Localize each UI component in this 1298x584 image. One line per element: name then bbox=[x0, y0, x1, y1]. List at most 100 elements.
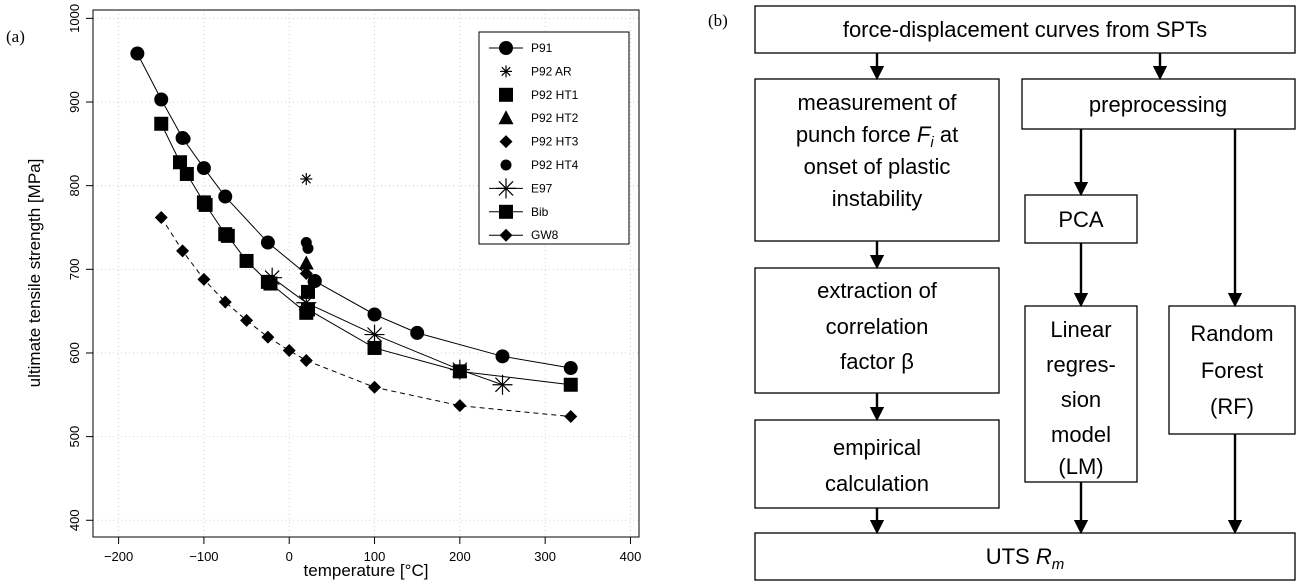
point-gw8 bbox=[197, 272, 211, 286]
point-p91 bbox=[218, 189, 233, 204]
x-tick-label: 400 bbox=[620, 549, 642, 564]
legend-marker-p92-ht4 bbox=[500, 159, 512, 171]
legend-label-bib: Bib bbox=[531, 205, 549, 219]
flow-arrows bbox=[869, 53, 1243, 535]
point-p91 bbox=[563, 361, 578, 376]
point-gw8 bbox=[218, 295, 232, 309]
point-gw8 bbox=[282, 343, 296, 357]
point-gw8 bbox=[240, 313, 254, 327]
random-line-2: Forest bbox=[1201, 358, 1263, 383]
point-bib bbox=[563, 377, 578, 392]
legend-marker-p92-ht3 bbox=[499, 135, 513, 149]
linear-line-4: model bbox=[1051, 422, 1111, 447]
data-points bbox=[130, 46, 578, 424]
y-tick-label: 1000 bbox=[67, 4, 82, 33]
box-force-displacement-text: force-displacement curves from SPTs bbox=[843, 17, 1207, 42]
box-preprocessing-text: preprocessing bbox=[1089, 92, 1227, 117]
point-e97 bbox=[492, 374, 513, 395]
point-p92-ht4 bbox=[307, 276, 319, 288]
random-line-1: Random bbox=[1190, 321, 1273, 346]
x-tick-label: 100 bbox=[364, 549, 386, 564]
legend-label-p92-ht2: P92 HT2 bbox=[531, 111, 579, 125]
legend-label-e97: E97 bbox=[531, 181, 553, 195]
legend-label-p92-ht3: P92 HT3 bbox=[531, 135, 579, 149]
legend: P91 P92 AR P92 HT1 P92 HT2 P92 HT3 P92 HT4 E97… bbox=[478, 31, 630, 245]
point-bib bbox=[300, 302, 315, 317]
plot-frame bbox=[92, 9, 640, 538]
legend-marker-p92-ar bbox=[500, 65, 512, 78]
box-preprocessing bbox=[1021, 78, 1296, 130]
method-flowchart: (b) force-displacement curves from SPTs … bbox=[708, 5, 1296, 581]
y-tick-label: 500 bbox=[67, 426, 82, 448]
legend-label-gw8: GW8 bbox=[531, 228, 559, 242]
y-tick-label: 400 bbox=[67, 509, 82, 531]
point-p92-ar bbox=[300, 172, 313, 185]
box-empirical bbox=[754, 419, 1000, 509]
point-bib bbox=[179, 166, 194, 181]
point-p91 bbox=[154, 92, 169, 107]
extraction-line-3: factor β bbox=[840, 349, 914, 374]
point-e97 bbox=[364, 324, 385, 345]
measure-line-3: onset of plastic bbox=[804, 154, 951, 179]
point-p91 bbox=[196, 161, 211, 176]
x-tick-label: 0 bbox=[286, 549, 293, 564]
x-tick-label: −200 bbox=[104, 549, 133, 564]
box-uts-text: UTS Rm bbox=[986, 544, 1065, 573]
point-gw8 bbox=[154, 210, 168, 224]
point-p92-ht2 bbox=[298, 255, 314, 270]
point-bib bbox=[220, 228, 235, 243]
point-p92-ht4 bbox=[302, 242, 314, 254]
legend-marker-e97 bbox=[496, 178, 516, 199]
grid bbox=[93, 10, 639, 537]
box-pca bbox=[1024, 194, 1138, 244]
x-tick-label: 300 bbox=[534, 549, 556, 564]
y-tick-label: 800 bbox=[67, 175, 82, 197]
x-axis-title: temperature [°C] bbox=[304, 561, 429, 580]
box-pca-text: PCA bbox=[1058, 207, 1104, 232]
y-tick-label: 900 bbox=[67, 91, 82, 113]
extraction-line-1: extraction of bbox=[817, 278, 938, 303]
point-gw8 bbox=[299, 353, 313, 367]
point-p92-ht3 bbox=[299, 267, 313, 280]
point-gw8 bbox=[564, 410, 578, 424]
point-bib bbox=[367, 340, 382, 355]
point-gw8 bbox=[261, 330, 275, 344]
box-uts bbox=[754, 532, 1296, 581]
legend-marker-p91 bbox=[499, 41, 513, 55]
legend-marker-bib bbox=[499, 204, 513, 219]
legend-label-p92-ht1: P92 HT1 bbox=[531, 88, 579, 102]
point-p92-ht4 bbox=[179, 133, 191, 145]
linear-line-5: (LM) bbox=[1058, 454, 1103, 479]
point-p92-ht1 bbox=[300, 284, 315, 299]
point-p91 bbox=[367, 307, 382, 322]
point-bib bbox=[198, 197, 213, 212]
x-tick-label: −100 bbox=[189, 549, 218, 564]
legend-label-p92-ar: P92 AR bbox=[531, 64, 572, 78]
measure-line-1: measurement of bbox=[798, 90, 958, 115]
legend-marker-p92-ht2 bbox=[498, 110, 514, 125]
y-tick-label: 700 bbox=[67, 258, 82, 280]
legend-label-p92-ht4: P92 HT4 bbox=[531, 158, 579, 172]
y-tick-label: 600 bbox=[67, 342, 82, 364]
point-p91 bbox=[260, 235, 275, 250]
box-linear-model bbox=[1024, 305, 1138, 483]
random-line-3: (RF) bbox=[1210, 394, 1254, 419]
point-gw8 bbox=[453, 399, 467, 413]
point-bib bbox=[173, 155, 188, 170]
point-gw8 bbox=[368, 380, 382, 394]
box-force-displacement bbox=[754, 5, 1296, 54]
measure-line-2: punch force Fi at bbox=[796, 122, 958, 151]
point-gw8 bbox=[176, 244, 190, 258]
extraction-line-2: correlation bbox=[826, 314, 929, 339]
point-p91 bbox=[130, 46, 145, 61]
box-random-forest bbox=[1168, 305, 1296, 435]
x-tick-label: 200 bbox=[449, 549, 471, 564]
uts-temperature-chart: (a) −200 −100 0 100 200 300 400 400 500 600 700 80… bbox=[6, 4, 641, 580]
empirical-line-2: calculation bbox=[825, 471, 929, 496]
point-p91 bbox=[495, 349, 510, 364]
x-axis: −200 −100 0 100 200 300 400 bbox=[104, 537, 641, 564]
linear-line-3: sion bbox=[1061, 387, 1101, 412]
linear-line-2: regres- bbox=[1046, 352, 1116, 377]
series-line-gw8 bbox=[160, 217, 571, 418]
y-axis: 400 500 600 700 800 900 1000 bbox=[67, 4, 93, 531]
